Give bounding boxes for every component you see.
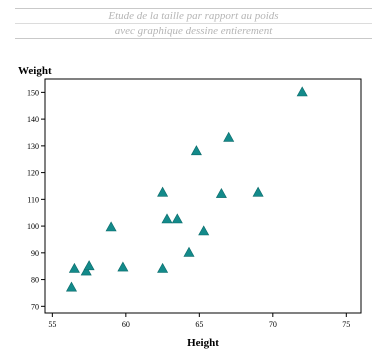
data-point bbox=[198, 225, 210, 236]
y-tick-label: 110 bbox=[27, 195, 39, 204]
data-point bbox=[171, 213, 183, 224]
data-point bbox=[65, 281, 78, 292]
y-tick-label: 70 bbox=[31, 302, 39, 311]
y-tick-label: 80 bbox=[31, 276, 39, 285]
x-tick-label: 70 bbox=[269, 320, 277, 329]
data-point bbox=[157, 186, 169, 197]
x-tick-label: 75 bbox=[342, 320, 350, 329]
data-point bbox=[83, 260, 95, 271]
chart-title-block: Etude de la taille par rapport au poids … bbox=[15, 8, 372, 39]
y-tick-label: 130 bbox=[27, 142, 39, 151]
data-point bbox=[105, 221, 117, 232]
x-tick-label: 60 bbox=[122, 320, 130, 329]
y-axis-label: Weight bbox=[18, 65, 52, 77]
x-tick-label: 55 bbox=[48, 320, 56, 329]
plot-frame bbox=[44, 78, 362, 314]
chart-title: Etude de la taille par rapport au poids bbox=[108, 10, 279, 22]
y-tick-label: 150 bbox=[27, 88, 39, 97]
data-point bbox=[190, 145, 202, 156]
data-point bbox=[157, 262, 169, 273]
y-tick-label: 120 bbox=[27, 169, 39, 178]
data-point bbox=[68, 262, 80, 273]
y-tick-label: 100 bbox=[27, 222, 39, 231]
data-point bbox=[252, 186, 264, 197]
data-point bbox=[223, 131, 235, 142]
y-tick-label: 90 bbox=[31, 249, 39, 258]
x-tick-label: 65 bbox=[195, 320, 203, 329]
x-axis-label: Height bbox=[187, 337, 219, 349]
data-point bbox=[161, 213, 173, 224]
data-point bbox=[117, 261, 129, 272]
chart-subtitle: avec graphique dessine entierement bbox=[15, 23, 372, 38]
data-point bbox=[183, 246, 195, 257]
data-point bbox=[215, 187, 227, 198]
data-point bbox=[296, 86, 308, 97]
data-point bbox=[80, 265, 92, 276]
y-tick-label: 140 bbox=[27, 115, 39, 124]
